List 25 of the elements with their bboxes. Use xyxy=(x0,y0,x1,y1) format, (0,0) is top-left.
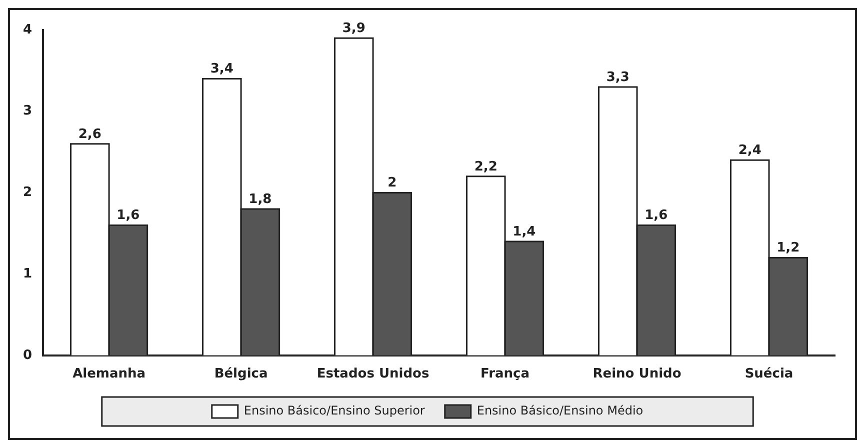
data-label: 2,4 xyxy=(738,143,762,158)
legend-label: Ensino Básico/Ensino Médio xyxy=(476,404,644,418)
data-label: 2 xyxy=(388,176,397,191)
y-tick-label: 4 xyxy=(23,22,32,38)
data-label: 1,6 xyxy=(116,208,140,224)
data-label: 3,3 xyxy=(606,70,630,85)
y-tick-label: 3 xyxy=(23,104,32,119)
data-label: 3,9 xyxy=(342,21,366,36)
x-tick-label: Bélgica xyxy=(214,366,268,382)
x-tick-label: Reino Unido xyxy=(592,366,682,382)
y-tick-label: 1 xyxy=(23,266,32,282)
x-tick-label: França xyxy=(480,366,530,382)
y-tick-label: 2 xyxy=(23,185,32,200)
data-label: 3,4 xyxy=(210,62,234,77)
x-tick-label: Alemanha xyxy=(72,366,146,382)
data-label: 2,2 xyxy=(474,159,498,174)
data-label: 1,6 xyxy=(644,208,668,224)
data-label: 1,4 xyxy=(512,224,536,240)
data-label: 1,2 xyxy=(776,240,800,256)
y-tick-label: 0 xyxy=(23,348,32,363)
data-label: 1,8 xyxy=(248,192,272,207)
legend-label: Ensino Básico/Ensino Superior xyxy=(244,404,425,418)
x-tick-label: Estados Unidos xyxy=(316,366,430,382)
x-tick-label: Suécia xyxy=(744,366,794,382)
data-label: 2,6 xyxy=(78,126,102,142)
